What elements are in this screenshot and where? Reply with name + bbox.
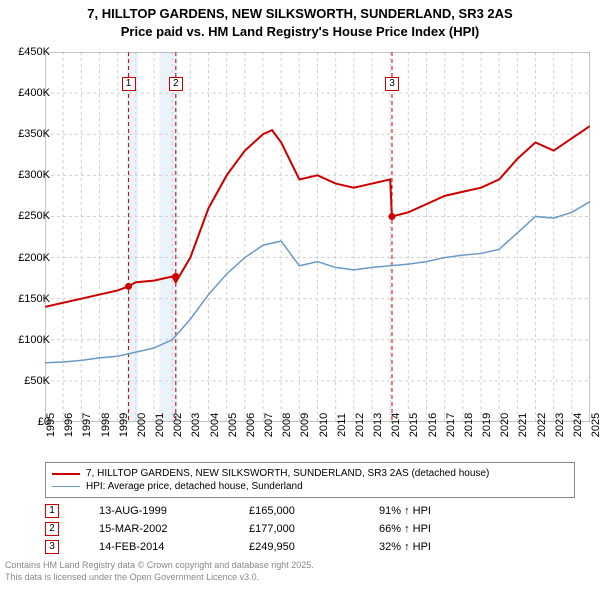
legend-item: 7, HILLTOP GARDENS, NEW SILKSWORTH, SUND… [52,467,568,480]
x-tick-label: 2015 [408,413,420,437]
x-tick-label: 2020 [499,413,511,437]
event-hpi: 32% ↑ HPI [379,541,499,553]
x-tick-label: 2005 [227,413,239,437]
x-tick-label: 2017 [445,413,457,437]
event-marker-box: 2 [169,77,183,91]
event-num-box: 1 [45,504,59,518]
x-tick-label: 2006 [245,413,257,437]
x-tick-label: 1995 [45,413,57,437]
x-tick-label: 2022 [536,413,548,437]
legend-item: HPI: Average price, detached house, Sund… [52,480,568,493]
x-tick-label: 2013 [372,413,384,437]
event-row: 3 14-FEB-2014£249,95032% ↑ HPI [45,538,499,556]
y-tick-label: £300K [5,169,50,181]
title-line1: 7, HILLTOP GARDENS, NEW SILKSWORTH, SUND… [0,5,600,23]
x-tick-label: 2004 [209,413,221,437]
legend-swatch [52,486,80,488]
event-marker-box: 1 [122,77,136,91]
title-line2: Price paid vs. HM Land Registry's House … [0,23,600,41]
event-price: £177,000 [249,523,379,535]
x-tick-label: 2000 [136,413,148,437]
y-tick-label: £0 [5,416,50,428]
x-tick-label: 2009 [299,413,311,437]
x-tick-label: 2003 [190,413,202,437]
x-tick-label: 2024 [572,413,584,437]
event-num-box: 3 [45,540,59,554]
x-tick-label: 2002 [172,413,184,437]
x-tick-label: 2008 [281,413,293,437]
x-tick-label: 2012 [354,413,366,437]
chart-container: 7, HILLTOP GARDENS, NEW SILKSWORTH, SUND… [0,0,600,590]
y-tick-label: £250K [5,210,50,222]
event-price: £249,950 [249,541,379,553]
y-tick-label: £350K [5,128,50,140]
x-tick-label: 2014 [390,413,402,437]
x-tick-label: 2023 [554,413,566,437]
footer-line2: This data is licensed under the Open Gov… [5,572,314,584]
event-date: 13-AUG-1999 [99,505,249,517]
y-tick-label: £150K [5,293,50,305]
legend: 7, HILLTOP GARDENS, NEW SILKSWORTH, SUND… [45,462,575,498]
x-tick-label: 2011 [336,413,348,437]
event-price: £165,000 [249,505,379,517]
event-date: 14-FEB-2014 [99,541,249,553]
x-tick-label: 1999 [118,413,130,437]
event-row: 1 13-AUG-1999£165,00091% ↑ HPI [45,502,499,520]
legend-label: 7, HILLTOP GARDENS, NEW SILKSWORTH, SUND… [86,468,489,479]
event-num-box: 2 [45,522,59,536]
y-tick-label: £50K [5,375,50,387]
chart-title: 7, HILLTOP GARDENS, NEW SILKSWORTH, SUND… [0,0,600,41]
legend-label: HPI: Average price, detached house, Sund… [86,481,303,492]
chart-svg [45,52,590,422]
x-tick-label: 2021 [517,413,529,437]
x-tick-label: 2007 [263,413,275,437]
chart-area [45,52,590,422]
x-tick-label: 2010 [318,413,330,437]
event-row: 2 15-MAR-2002£177,00066% ↑ HPI [45,520,499,538]
y-tick-label: £450K [5,46,50,58]
x-tick-label: 1997 [81,413,93,437]
x-tick-label: 2025 [590,413,600,437]
event-hpi: 91% ↑ HPI [379,505,499,517]
events-table: 1 13-AUG-1999£165,00091% ↑ HPI 2 15-MAR-200… [45,502,499,556]
x-tick-label: 2018 [463,413,475,437]
footer: Contains HM Land Registry data © Crown c… [5,560,314,583]
footer-line1: Contains HM Land Registry data © Crown c… [5,560,314,572]
event-marker-box: 3 [385,77,399,91]
y-tick-label: £400K [5,87,50,99]
legend-swatch [52,473,80,475]
y-tick-label: £200K [5,252,50,264]
x-tick-label: 1998 [100,413,112,437]
y-tick-label: £100K [5,334,50,346]
x-tick-label: 1996 [63,413,75,437]
x-tick-label: 2016 [427,413,439,437]
x-tick-label: 2019 [481,413,493,437]
event-date: 15-MAR-2002 [99,523,249,535]
event-hpi: 66% ↑ HPI [379,523,499,535]
x-tick-label: 2001 [154,413,166,437]
